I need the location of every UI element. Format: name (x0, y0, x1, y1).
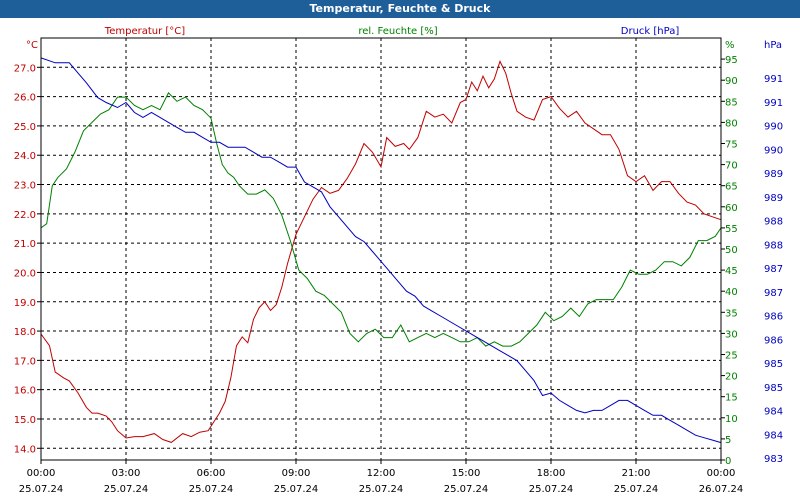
pressure-tick-label: 984 (764, 407, 783, 418)
grid (41, 38, 721, 460)
humidity-tick-label: 90 (725, 76, 738, 87)
humidity-tick-label: 85 (725, 97, 738, 108)
pressure-tick-label: 988 (764, 217, 783, 228)
humidity-tick-label: 35 (725, 308, 738, 319)
x-tick-time: 21:00 (622, 468, 651, 479)
humidity-tick-label: 80 (725, 118, 738, 129)
humidity-tick-label: 75 (725, 140, 738, 151)
x-tick-date: 25.07.24 (359, 484, 404, 495)
temperature-tick-label: 20.0 (14, 268, 36, 279)
pressure-tick-label: 984 (764, 430, 783, 441)
humidity-tick-label: 70 (725, 161, 738, 172)
temperature-tick-label: 23.0 (14, 181, 36, 192)
x-tick-date: 25.07.24 (444, 484, 489, 495)
temperature-tick-label: 24.0 (14, 151, 36, 162)
pressure-tick-label: 990 (764, 145, 783, 156)
x-tick-time: 06:00 (197, 468, 226, 479)
pressure-tick-label: 987 (764, 264, 783, 275)
temperature-tick-label: 22.0 (14, 210, 36, 221)
humidity-axis-title: rel. Feuchte [%] (358, 26, 437, 37)
x-tick-date: 25.07.24 (274, 484, 319, 495)
x-tick-date: 25.07.24 (189, 484, 234, 495)
humidity-tick-label: 40 (725, 287, 738, 298)
series-line-pressure (40, 57, 722, 444)
pressure-tick-label: 988 (764, 240, 783, 251)
x-tick-time: 15:00 (452, 468, 481, 479)
humidity-tick-label: 20 (725, 372, 738, 383)
x-tick-date: 25.07.24 (529, 484, 574, 495)
temperature-tick-label: 25.0 (14, 122, 36, 133)
x-tick-time: 18:00 (537, 468, 566, 479)
temperature-unit: °C (26, 40, 38, 51)
temperature-tick-label: 16.0 (14, 386, 36, 397)
pressure-tick-label: 991 (764, 98, 783, 109)
humidity-tick-label: 15 (725, 393, 738, 404)
humidity-tick-label: 5 (725, 435, 731, 446)
x-tick-date: 26.07.24 (699, 484, 744, 495)
humidity-tick-label: 30 (725, 329, 738, 340)
series-line-humidity (40, 92, 722, 347)
pressure-tick-label: 983 (764, 454, 783, 465)
humidity-unit: % (725, 40, 735, 51)
temperature-axis-title: Temperatur [°C] (104, 26, 185, 37)
humidity-tick-label: 55 (725, 224, 738, 235)
pressure-tick-label: 987 (764, 288, 783, 299)
pressure-tick-label: 985 (764, 383, 783, 394)
pressure-tick-label: 991 (764, 74, 783, 85)
temperature-tick-label: 15.0 (14, 415, 36, 426)
humidity-tick-label: 25 (725, 351, 738, 362)
humidity-tick-label: 0 (725, 456, 731, 467)
axis-ticks: 00:00 25.07.24 03:00 25.07.24 06:00 25.07.24 0… (14, 55, 783, 495)
pressure-tick-label: 990 (764, 122, 783, 133)
pressure-tick-label: 989 (764, 193, 783, 204)
plot-frame (40, 37, 722, 461)
x-tick-date: 25.07.24 (104, 484, 149, 495)
humidity-tick-label: 50 (725, 245, 738, 256)
x-tick-date: 25.07.24 (19, 484, 64, 495)
x-tick-time: 00:00 (707, 468, 736, 479)
humidity-tick-label: 95 (725, 55, 738, 66)
temperature-tick-label: 26.0 (14, 93, 36, 104)
humidity-tick-label: 10 (725, 414, 738, 425)
pressure-tick-label: 985 (764, 359, 783, 370)
temperature-tick-label: 18.0 (14, 327, 36, 338)
pressure-axis-title: Druck [hPa] (621, 26, 680, 37)
temperature-tick-label: 17.0 (14, 356, 36, 367)
humidity-tick-label: 65 (725, 182, 738, 193)
series-lines (40, 57, 722, 444)
humidity-tick-label: 45 (725, 266, 738, 277)
humidity-tick-label: 60 (725, 203, 738, 214)
pressure-tick-label: 989 (764, 169, 783, 180)
pressure-tick-label: 986 (764, 312, 783, 323)
temperature-tick-label: 14.0 (14, 444, 36, 455)
temperature-tick-label: 27.0 (14, 63, 36, 74)
x-tick-time: 00:00 (27, 468, 56, 479)
pressure-tick-label: 986 (764, 335, 783, 346)
temperature-tick-label: 21.0 (14, 239, 36, 250)
series-line-temperature (40, 60, 722, 443)
x-tick-time: 12:00 (367, 468, 396, 479)
x-tick-time: 03:00 (112, 468, 141, 479)
x-tick-date: 25.07.24 (614, 484, 659, 495)
window-title: Temperatur, Feuchte & Druck (0, 0, 800, 18)
pressure-unit: hPa (764, 40, 782, 51)
temperature-tick-label: 19.0 (14, 298, 36, 309)
x-tick-time: 09:00 (282, 468, 311, 479)
